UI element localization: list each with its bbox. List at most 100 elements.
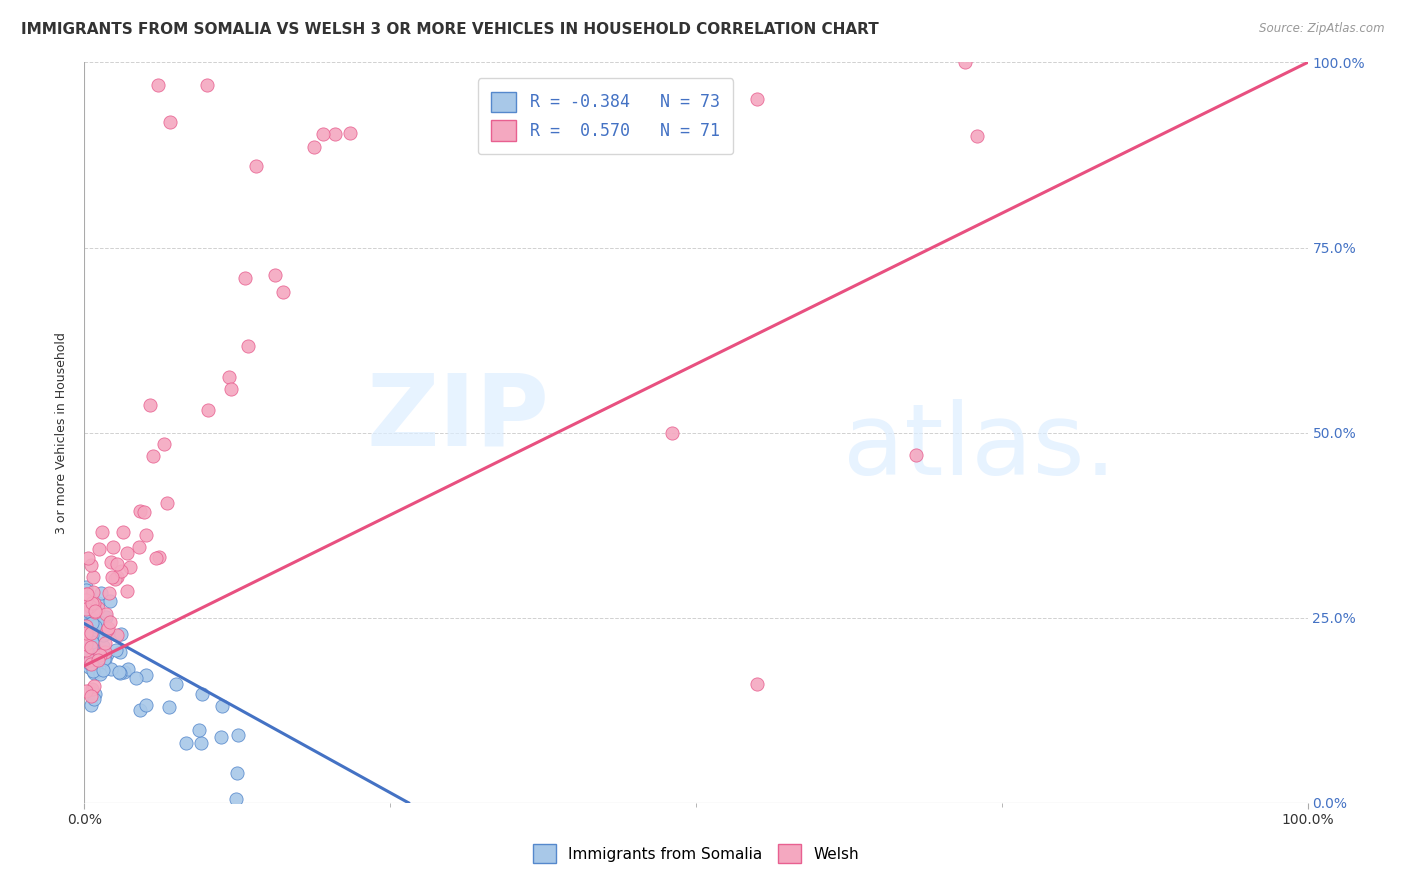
Point (80, 698, 103, 712)
Point (76, 550, 98, 565)
Point (129, 703, 152, 717)
Point (100, 662, 122, 676)
Point (174, 735, 197, 749)
Point (89, 648, 111, 662)
Point (128, 540, 150, 554)
Point (83, 679, 105, 693)
Point (107, 628, 129, 642)
Point (233, 271, 256, 285)
Point (79, 689, 101, 703)
Point (82, 638, 104, 652)
Point (101, 570, 124, 584)
Point (157, 699, 180, 714)
Point (226, 766, 249, 780)
Point (108, 645, 131, 659)
Point (87, 653, 110, 667)
Point (125, 671, 148, 685)
Point (75, 607, 97, 621)
Point (84, 618, 107, 632)
Point (110, 564, 132, 578)
Point (100, 555, 122, 569)
Point (146, 78, 169, 92)
Point (79, 616, 101, 631)
Point (905, 448, 928, 462)
Point (76, 604, 98, 618)
Point (86, 615, 108, 629)
Point (80, 620, 103, 634)
Point (90, 586, 112, 600)
Point (84, 661, 107, 675)
Point (111, 524, 134, 539)
Point (747, 92, 769, 106)
Point (80, 640, 103, 654)
Point (82, 681, 104, 696)
Point (79, 625, 101, 640)
Point (75, 587, 97, 601)
Point (211, 698, 233, 713)
Point (128, 504, 150, 518)
Point (117, 662, 139, 676)
Point (75, 643, 97, 657)
Point (225, 792, 247, 806)
Point (271, 285, 294, 300)
Point (80, 596, 103, 610)
Point (82, 635, 104, 649)
Point (98, 594, 121, 608)
Point (103, 573, 125, 587)
Y-axis label: 3 or more Vehicles in Household: 3 or more Vehicles in Household (55, 332, 69, 533)
Text: atlas.: atlas. (842, 399, 1116, 496)
Point (75, 628, 97, 642)
Point (82, 570, 104, 584)
Point (96, 647, 118, 661)
Point (75, 602, 97, 616)
Point (747, 677, 769, 691)
Point (236, 339, 259, 353)
Point (190, 736, 212, 750)
Point (312, 127, 335, 141)
Point (108, 665, 131, 679)
Point (77, 644, 100, 658)
Point (83, 605, 105, 619)
Point (218, 370, 240, 384)
Point (93, 652, 115, 666)
Point (89, 666, 111, 681)
Point (96, 623, 118, 637)
Point (94, 610, 117, 624)
Point (118, 560, 141, 574)
Point (108, 665, 131, 680)
Point (83, 615, 105, 630)
Point (82, 658, 104, 673)
Point (98, 586, 121, 600)
Point (134, 505, 156, 519)
Point (98, 615, 121, 629)
Point (79, 558, 101, 572)
Point (91, 639, 114, 653)
Point (135, 698, 157, 713)
Point (80, 657, 103, 671)
Point (77, 657, 100, 671)
Text: ZIP: ZIP (367, 369, 550, 467)
Point (93, 652, 115, 666)
Point (90, 525, 112, 540)
Point (105, 570, 128, 584)
Point (83, 653, 105, 667)
Point (115, 583, 138, 598)
Point (112, 665, 135, 679)
Point (104, 642, 127, 657)
Point (197, 402, 219, 417)
Point (82, 617, 104, 632)
Point (219, 382, 242, 396)
Point (325, 128, 347, 142)
Text: IMMIGRANTS FROM SOMALIA VS WELSH 3 OR MORE VEHICLES IN HOUSEHOLD CORRELATION CHA: IMMIGRANTS FROM SOMALIA VS WELSH 3 OR MO… (21, 22, 879, 37)
Point (110, 627, 132, 641)
Point (966, 129, 988, 144)
Point (75, 618, 97, 632)
Point (91, 663, 114, 677)
Point (82, 614, 104, 628)
Point (304, 140, 326, 154)
Point (83, 687, 105, 701)
Point (82, 664, 104, 678)
Point (91, 628, 114, 642)
Point (187, 723, 209, 738)
Point (79, 599, 101, 613)
